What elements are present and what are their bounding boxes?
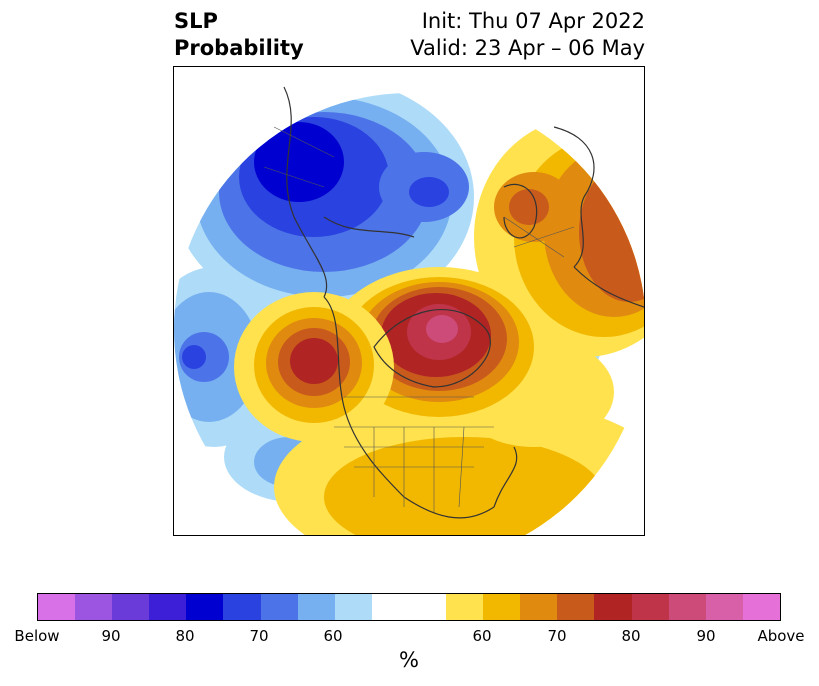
colorbar-tick-label: 80 [175, 627, 195, 645]
colorbar-tick-label: 70 [249, 627, 269, 645]
valid-range: Valid: 23 Apr – 06 May [410, 36, 645, 60]
colorbar-segment [149, 594, 187, 620]
colorbar-segment [371, 594, 447, 620]
init-date: Init: Thu 07 Apr 2022 [421, 9, 645, 33]
colorbar-tick-label: Above [757, 627, 805, 645]
colorbar-segment [223, 594, 261, 620]
colorbar-unit-label: % [399, 648, 419, 672]
political-borders [263, 126, 575, 512]
colorbar-segment [260, 594, 298, 620]
colorbar-segment [334, 594, 372, 620]
colorbar-tick-label: 80 [621, 627, 641, 645]
colorbar-segment [112, 594, 150, 620]
colorbar-segment [594, 594, 632, 620]
title-right: Init: Thu 07 Apr 2022 Valid: 23 Apr – 06… [410, 8, 645, 62]
colorbar-tick-label: 60 [472, 627, 492, 645]
colorbar-segment [446, 594, 484, 620]
probability-map [174, 86, 644, 535]
colorbar-tick-label: 90 [696, 627, 716, 645]
colorbar-tick-label: 60 [323, 627, 343, 645]
probability-fields [174, 93, 644, 535]
colorbar-segment [520, 594, 558, 620]
colorbar-segment [668, 594, 706, 620]
colorbar-tick-label: 70 [547, 627, 567, 645]
colorbar-segment [483, 594, 521, 620]
colorbar-segment [38, 594, 76, 620]
colorbar-tick-label: Below [14, 627, 60, 645]
colorbar-tick-label: 90 [101, 627, 121, 645]
colorbar-segment [186, 594, 224, 620]
title-variable: SLP [174, 9, 218, 33]
colorbar-segment [631, 594, 669, 620]
colorbar-segment [297, 594, 335, 620]
colorbar [37, 593, 781, 621]
colorbar-segment [557, 594, 595, 620]
map-panel [173, 66, 645, 536]
title-metric: Probability [174, 36, 304, 60]
colorbar-segment [75, 594, 113, 620]
title-left: SLP Probability [174, 8, 304, 62]
colorbar-segment [705, 594, 743, 620]
colorbar-segment [742, 594, 780, 620]
coastlines [283, 86, 644, 519]
